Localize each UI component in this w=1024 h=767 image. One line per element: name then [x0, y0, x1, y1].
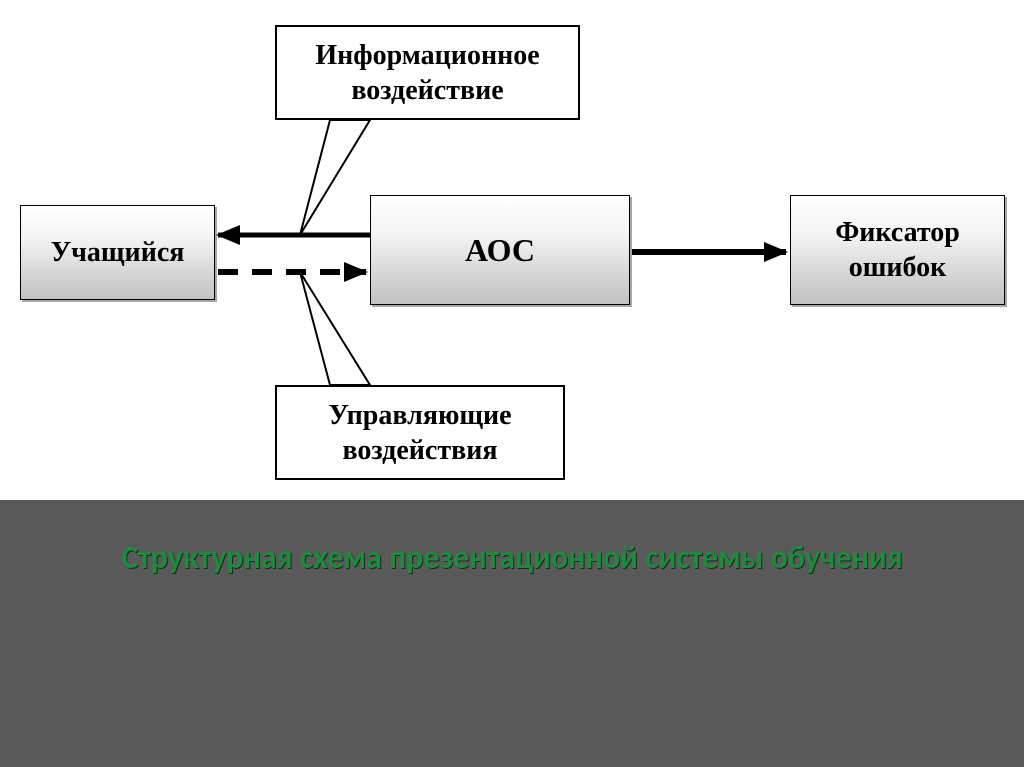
footer-area: Структурная схема презентационной систем… [0, 500, 1024, 767]
node-control-influence-line1: Управляющие [328, 398, 511, 433]
node-aos: АОС [370, 195, 630, 305]
node-learner: Учащийся [20, 205, 215, 300]
diagram-caption: Структурная схема презентационной систем… [0, 538, 1024, 577]
node-control-influence: Управляющие воздействия [275, 385, 565, 480]
node-info-influence-line1: Информационное [315, 38, 539, 73]
node-error-fixer-line2: ошибок [835, 250, 960, 285]
node-error-fixer: Фиксатор ошибок [790, 195, 1005, 305]
diagram-area: Информационное воздействие Учащийся АОС … [0, 0, 1024, 500]
callout-info-influence [300, 120, 370, 235]
node-control-influence-line2: воздействия [328, 433, 511, 468]
node-info-influence-line2: воздействие [315, 73, 539, 108]
node-learner-label: Учащийся [51, 235, 185, 270]
callout-control-influence [300, 272, 370, 385]
node-info-influence: Информационное воздействие [275, 25, 580, 120]
node-aos-label: АОС [465, 230, 535, 270]
node-error-fixer-line1: Фиксатор [835, 215, 960, 250]
